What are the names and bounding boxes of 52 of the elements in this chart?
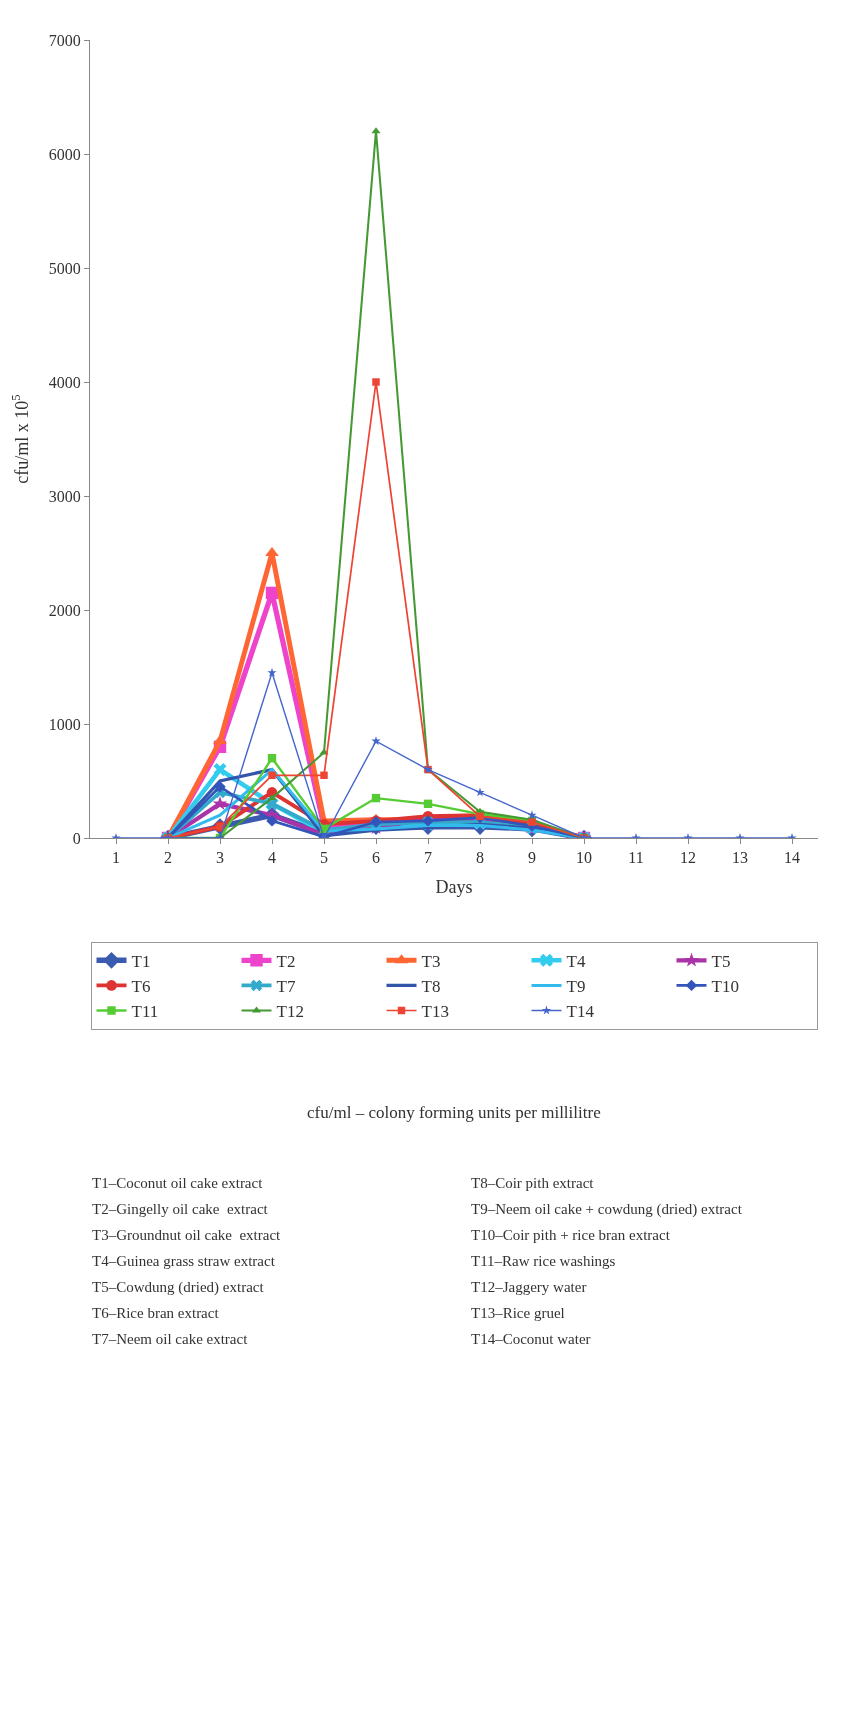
x-tick-label: 1 [112,849,120,867]
legend-label: T13 [421,1002,449,1022]
legend-label: T1 [131,951,151,971]
legend-label: T4 [566,951,586,971]
x-tick-label: 12 [680,849,696,867]
text: T13–Rice gruel [471,1305,565,1321]
y-tick-label: 7000 [48,31,81,49]
x-tick-label: 8 [476,849,484,867]
legend-label: T7 [276,977,296,997]
x-tick-label: 11 [628,849,644,867]
y-tick-label: 6000 [48,145,81,163]
legend-label: T14 [566,1002,595,1022]
legend-label: T10 [711,977,739,997]
x-tick-label: 4 [268,849,276,867]
y-tick-label: 0 [72,829,81,847]
y-tick-label: 5000 [48,259,81,277]
y-tick-label: 2000 [48,601,81,619]
legend-label: T3 [421,951,441,971]
text: T6–Rice bran extract [92,1305,220,1321]
legend-label: T9 [566,977,586,997]
x-tick-label: 2 [164,849,172,867]
legend-label: T11 [131,1002,159,1022]
legend-label: T6 [131,977,151,997]
x-tick-label: 6 [372,849,380,867]
legend-label: T12 [276,1002,304,1022]
text: T14–Coconut water [471,1331,591,1347]
text: T5–Cowdung (dried) extract [92,1279,265,1296]
x-tick-label: 9 [528,849,536,867]
x-tick-label: 14 [784,849,800,867]
legend-label: T2 [276,951,296,971]
legend-label: T5 [711,951,731,971]
legend-label: T8 [421,977,441,997]
y-tick-label: 3000 [48,487,81,505]
text: T4–Guinea grass straw extract [92,1253,276,1269]
text: T10–Coir pith + rice bran extract [471,1227,671,1243]
x-tick-label: 13 [732,849,748,867]
text: T2–Gingelly oil cake extract [92,1201,269,1217]
text: T1–Coconut oil cake extract [92,1175,264,1191]
text: T3–Groundnut oil cake extract [92,1227,282,1243]
x-tick-label: 3 [216,849,224,867]
x-axis-title: Days [435,877,473,898]
x-tick-label: 7 [424,849,432,867]
x-tick-label: 10 [576,849,592,867]
x-tick-label: 5 [320,849,328,867]
text: T9–Neem oil cake + cowdung (dried) extract [471,1201,743,1218]
text: T12–Jaggery water [471,1279,587,1295]
y-tick-label: 1000 [48,715,81,733]
text: cfu/ml – colony forming units per millilitre [307,1103,601,1122]
text: T8–Coir pith extract [471,1175,595,1191]
y-tick-label: 4000 [48,373,81,391]
text: T7–Neem oil cake extract [92,1331,249,1347]
text: T11–Raw rice washings [471,1253,616,1269]
